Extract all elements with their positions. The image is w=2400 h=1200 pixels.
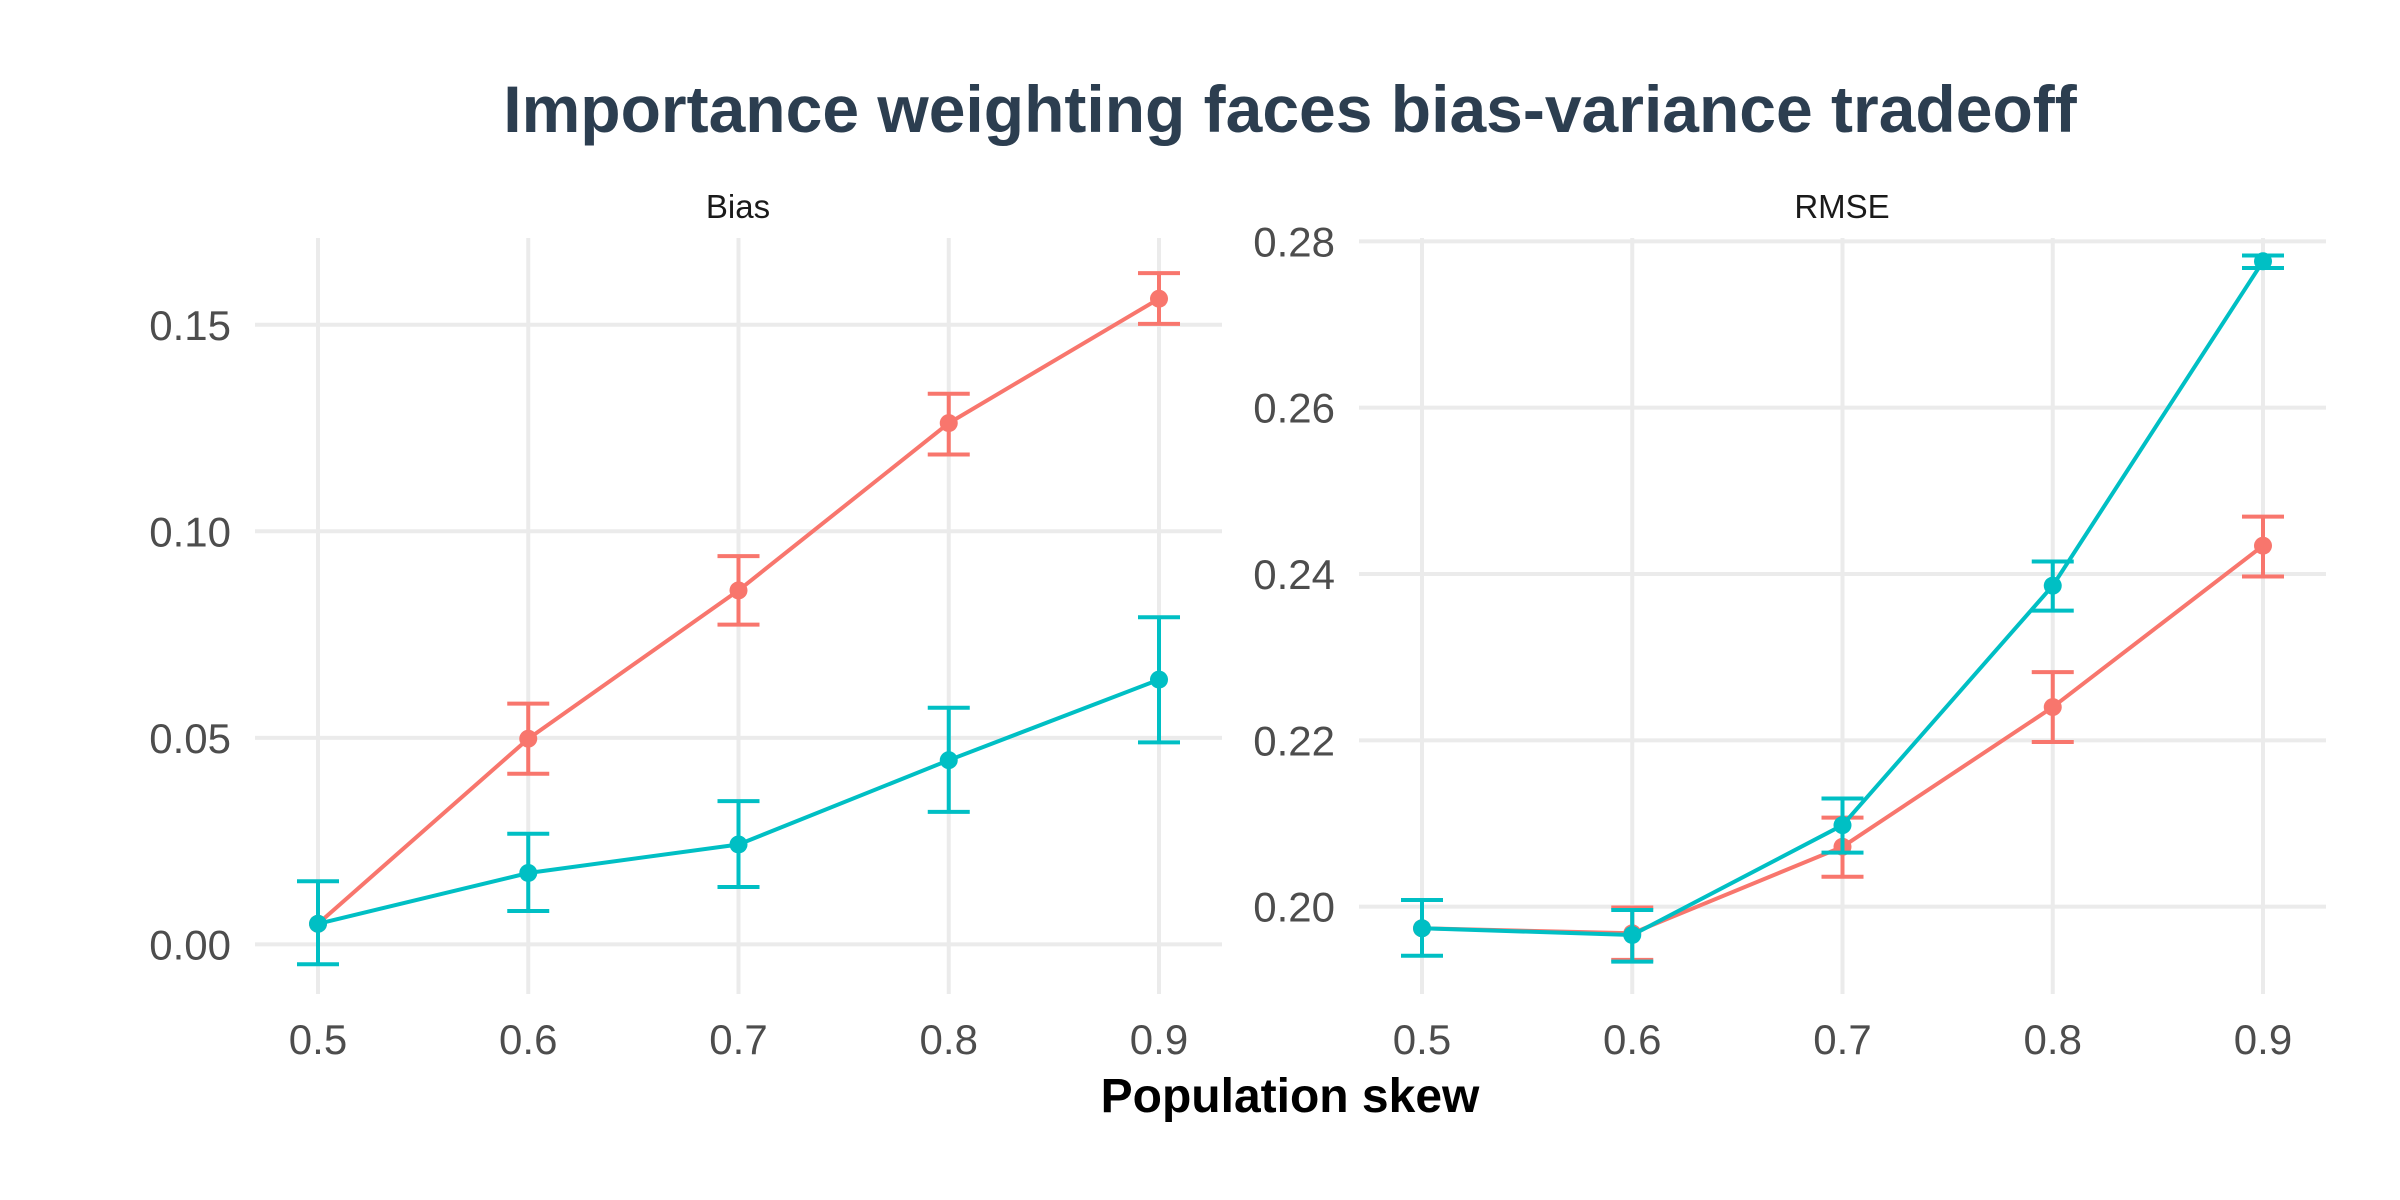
x-axis-label: Population skew (1101, 1070, 1480, 1123)
series-bias-0 (309, 271, 1180, 933)
facet-label-rmse: RMSE (1794, 188, 1889, 225)
y-tick-label: 0.24 (1253, 551, 1335, 598)
gridlines-rmse (1359, 238, 2326, 994)
data-point (519, 863, 538, 882)
y-tick-label: 0.10 (149, 508, 231, 555)
data-point (2254, 536, 2272, 555)
data-point (1150, 670, 1168, 689)
y-tick-label: 0.05 (149, 715, 231, 762)
data-point (2254, 252, 2272, 271)
series-rmse-0 (1413, 514, 2284, 962)
x-tick-label: 0.8 (920, 1016, 978, 1063)
x-tick-label: 0.7 (709, 1016, 767, 1063)
y-tick-label: 0.00 (149, 921, 231, 968)
x-tick-labels-bias: 0.5 0.6 0.7 0.8 0.9 (289, 1016, 1188, 1063)
data-point (519, 729, 538, 748)
data-point (1150, 289, 1168, 308)
data-point (2043, 698, 2062, 717)
x-tick-label: 0.8 (2024, 1016, 2082, 1063)
data-point (729, 835, 748, 854)
data-point (1623, 925, 1642, 944)
y-tick-label: 0.26 (1253, 385, 1335, 432)
x-tick-labels-rmse: 0.5 0.6 0.7 0.8 0.9 (1393, 1016, 2292, 1063)
x-tick-label: 0.5 (1393, 1016, 1451, 1063)
x-tick-label: 0.6 (499, 1016, 557, 1063)
x-tick-label: 0.7 (1813, 1016, 1871, 1063)
data-point (309, 914, 327, 933)
panel-rmse: RMSE 0.20 0.22 0.24 0.26 0.28 0.5 0.6 0.7 0.8 0.9 (1253, 188, 2326, 1063)
data-point (939, 751, 958, 770)
y-tick-labels-bias: 0.00 0.05 0.10 0.15 (149, 302, 231, 969)
x-tick-label: 0.9 (2234, 1016, 2292, 1063)
x-tick-label: 0.9 (1130, 1016, 1188, 1063)
y-tick-label: 0.20 (1253, 884, 1335, 931)
y-tick-label: 0.22 (1253, 717, 1335, 764)
series-bias-1 (297, 615, 1180, 967)
series-rmse-1 (1401, 252, 2284, 964)
chart-title: Importance weighting faces bias-variance… (503, 72, 2077, 146)
y-tick-label: 0.15 (149, 302, 231, 349)
data-point (2043, 576, 2062, 595)
data-point (729, 581, 748, 600)
data-point (939, 414, 958, 433)
y-tick-labels-rmse: 0.20 0.22 0.24 0.26 0.28 (1253, 218, 1335, 930)
data-point (1413, 919, 1431, 938)
data-point (1833, 816, 1852, 835)
y-tick-label: 0.28 (1253, 218, 1335, 265)
x-tick-label: 0.5 (289, 1016, 347, 1063)
x-tick-label: 0.6 (1603, 1016, 1661, 1063)
facet-label-bias: Bias (706, 188, 770, 225)
panel-bias: Bias 0.00 0.05 0.10 0.15 0.5 0.6 0.7 0.8 0.9 (149, 188, 1222, 1063)
